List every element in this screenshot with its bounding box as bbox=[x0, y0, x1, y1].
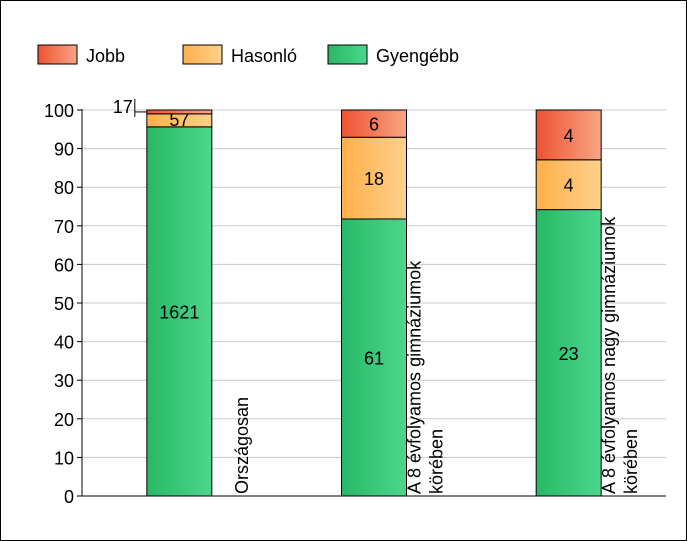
category-label-2: A 8 évfolyamos gimnáziumok bbox=[405, 260, 425, 494]
category-label-1: Országosan bbox=[232, 397, 252, 494]
bar-jobb-1 bbox=[146, 109, 213, 115]
bar-hasonl-2 bbox=[341, 136, 407, 220]
category-label-3: körében bbox=[621, 429, 641, 494]
legend-label-gyengbb: Gyengébb bbox=[376, 46, 459, 66]
y-tick-label: 80 bbox=[54, 178, 74, 198]
bar-jobb-3 bbox=[535, 109, 602, 161]
data-label-jobb-1: 17 bbox=[113, 97, 133, 117]
y-tick-label: 20 bbox=[54, 410, 74, 430]
y-tick-label: 30 bbox=[54, 371, 74, 391]
bar-jobb-2 bbox=[341, 109, 407, 138]
data-label-hasonl-3: 4 bbox=[564, 176, 574, 196]
data-label-gyengbb-2: 61 bbox=[364, 348, 384, 368]
legend-label-jobb: Jobb bbox=[86, 46, 125, 66]
y-tick-label: 40 bbox=[54, 333, 74, 353]
legend-swatch-jobb bbox=[37, 44, 78, 65]
y-tick-label: 90 bbox=[54, 140, 74, 160]
bar-gyengbb-3 bbox=[535, 209, 602, 497]
data-label-gyengbb-3: 23 bbox=[559, 344, 579, 364]
y-tick-label: 0 bbox=[64, 487, 74, 507]
y-tick-label: 100 bbox=[44, 101, 74, 121]
y-tick-label: 50 bbox=[54, 294, 74, 314]
data-label-jobb-2: 6 bbox=[369, 115, 379, 135]
bar-gyengbb-1 bbox=[146, 126, 213, 497]
data-label-hasonl-2: 18 bbox=[364, 169, 384, 189]
data-label-hasonl-1: 57 bbox=[169, 110, 189, 130]
data-label-gyengbb-1: 1621 bbox=[159, 302, 199, 322]
y-tick-label: 60 bbox=[54, 255, 74, 275]
category-label-3: A 8 évfolyamos nagy gimnáziumok bbox=[599, 216, 619, 494]
legend-swatch-gyengbb bbox=[327, 44, 368, 65]
y-tick-label: 10 bbox=[54, 448, 74, 468]
y-tick-label: 70 bbox=[54, 217, 74, 237]
category-label-2: körében bbox=[427, 429, 447, 494]
bar-hasonl-3 bbox=[535, 159, 602, 211]
legend-swatch-hasonl bbox=[182, 44, 223, 65]
legend-label-hasonl: Hasonló bbox=[231, 46, 297, 66]
data-label-jobb-3: 4 bbox=[564, 126, 574, 146]
